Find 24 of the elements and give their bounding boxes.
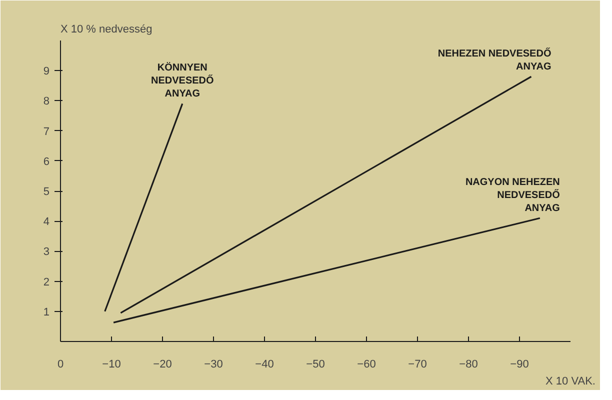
y-tick-label: 1	[43, 306, 50, 318]
x-tick-label: −10	[102, 358, 121, 370]
x-tick-label: 0	[57, 358, 64, 370]
y-tick-label: 9	[43, 66, 50, 78]
y-tick-label: 7	[43, 126, 50, 138]
text: NAGYON NEHEZEN NEDVESEDŐ ANYAG	[465, 177, 560, 214]
x-tick-label: −40	[255, 358, 274, 370]
x-tick-label: −30	[204, 358, 223, 370]
x-axis-title: X 10 VAK.	[546, 376, 596, 388]
x-tick-label: −20	[153, 358, 172, 370]
text: NEHEZEN NEDVESEDŐ ANYAG	[438, 48, 552, 73]
x-tick-label: −60	[357, 358, 376, 370]
x-tick-label: −70	[408, 358, 427, 370]
y-tick-label: 8	[43, 96, 50, 108]
y-axis-title: X 10 % nedvesség	[60, 24, 152, 36]
text: KÖNNYEN NEDVESEDŐ ANYAG	[150, 62, 214, 100]
x-tick-label: −90	[510, 358, 529, 370]
y-tick-label: 6	[43, 156, 50, 168]
y-tick-label: 3	[43, 246, 50, 258]
x-tick-label: −80	[459, 358, 478, 370]
x-tick-label: −50	[306, 358, 325, 370]
y-tick-label: 4	[43, 216, 50, 228]
y-tick-label: 5	[43, 186, 50, 198]
y-tick-label: 2	[43, 276, 50, 288]
